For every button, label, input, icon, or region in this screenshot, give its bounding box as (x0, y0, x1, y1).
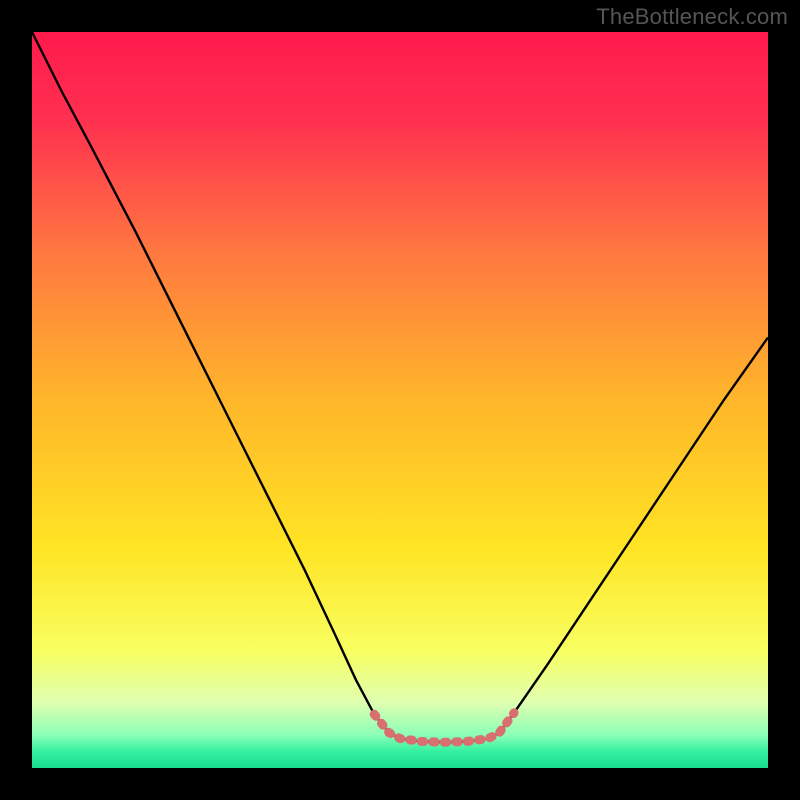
plot-svg (32, 32, 768, 768)
marker-band (374, 713, 514, 742)
bottleneck-curve (32, 32, 768, 742)
plot-area (32, 32, 768, 768)
watermark-text: TheBottleneck.com (596, 4, 788, 30)
